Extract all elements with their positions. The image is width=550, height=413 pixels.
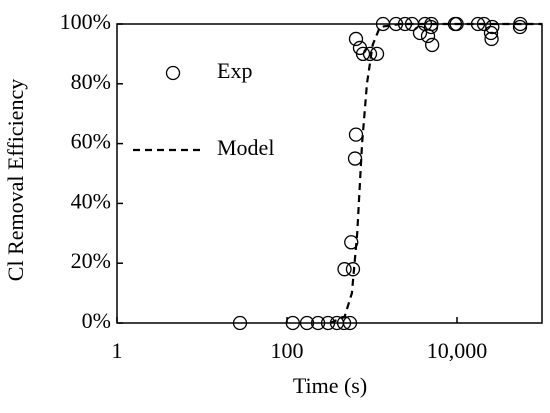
model-line bbox=[329, 22, 542, 325]
data-point bbox=[512, 19, 528, 35]
data-point bbox=[355, 46, 371, 62]
data-point bbox=[485, 19, 500, 35]
data-point bbox=[310, 315, 326, 331]
data-point bbox=[449, 16, 464, 32]
plot-frame bbox=[116, 23, 543, 324]
x-axis-label: Time (s) bbox=[293, 373, 367, 398]
data-point bbox=[362, 46, 378, 62]
data-point bbox=[285, 315, 300, 331]
legend-label: Model bbox=[217, 135, 274, 160]
data-point bbox=[342, 315, 358, 331]
data-point bbox=[483, 25, 499, 41]
x-tick-label: 100 bbox=[271, 338, 304, 363]
data-point bbox=[388, 16, 404, 32]
y-tick-label: 60% bbox=[71, 129, 111, 154]
data-point bbox=[484, 31, 499, 47]
y-tick-label: 100% bbox=[60, 9, 111, 34]
data-point bbox=[337, 262, 352, 277]
data-point bbox=[476, 16, 492, 32]
data-point bbox=[412, 25, 428, 41]
data-point bbox=[347, 151, 363, 166]
x-tick-label: 1 bbox=[112, 338, 123, 363]
data-point bbox=[344, 235, 359, 250]
data-point bbox=[348, 127, 364, 142]
data-point bbox=[320, 315, 336, 331]
legend-marker bbox=[165, 65, 181, 81]
x-tick-label: 10,000 bbox=[427, 338, 488, 363]
legend-label: Exp bbox=[217, 58, 252, 83]
data-point bbox=[299, 315, 315, 331]
y-tick-label: 40% bbox=[71, 188, 111, 213]
y-tick-label: 20% bbox=[71, 248, 111, 273]
y-axis-label: Cl Removal Efficiency bbox=[3, 79, 28, 281]
data-point bbox=[345, 262, 361, 277]
data-point bbox=[348, 31, 364, 47]
data-point bbox=[424, 37, 440, 53]
y-tick-label: 80% bbox=[71, 69, 111, 94]
data-point bbox=[232, 315, 248, 331]
y-tick-label: 0% bbox=[82, 308, 111, 333]
